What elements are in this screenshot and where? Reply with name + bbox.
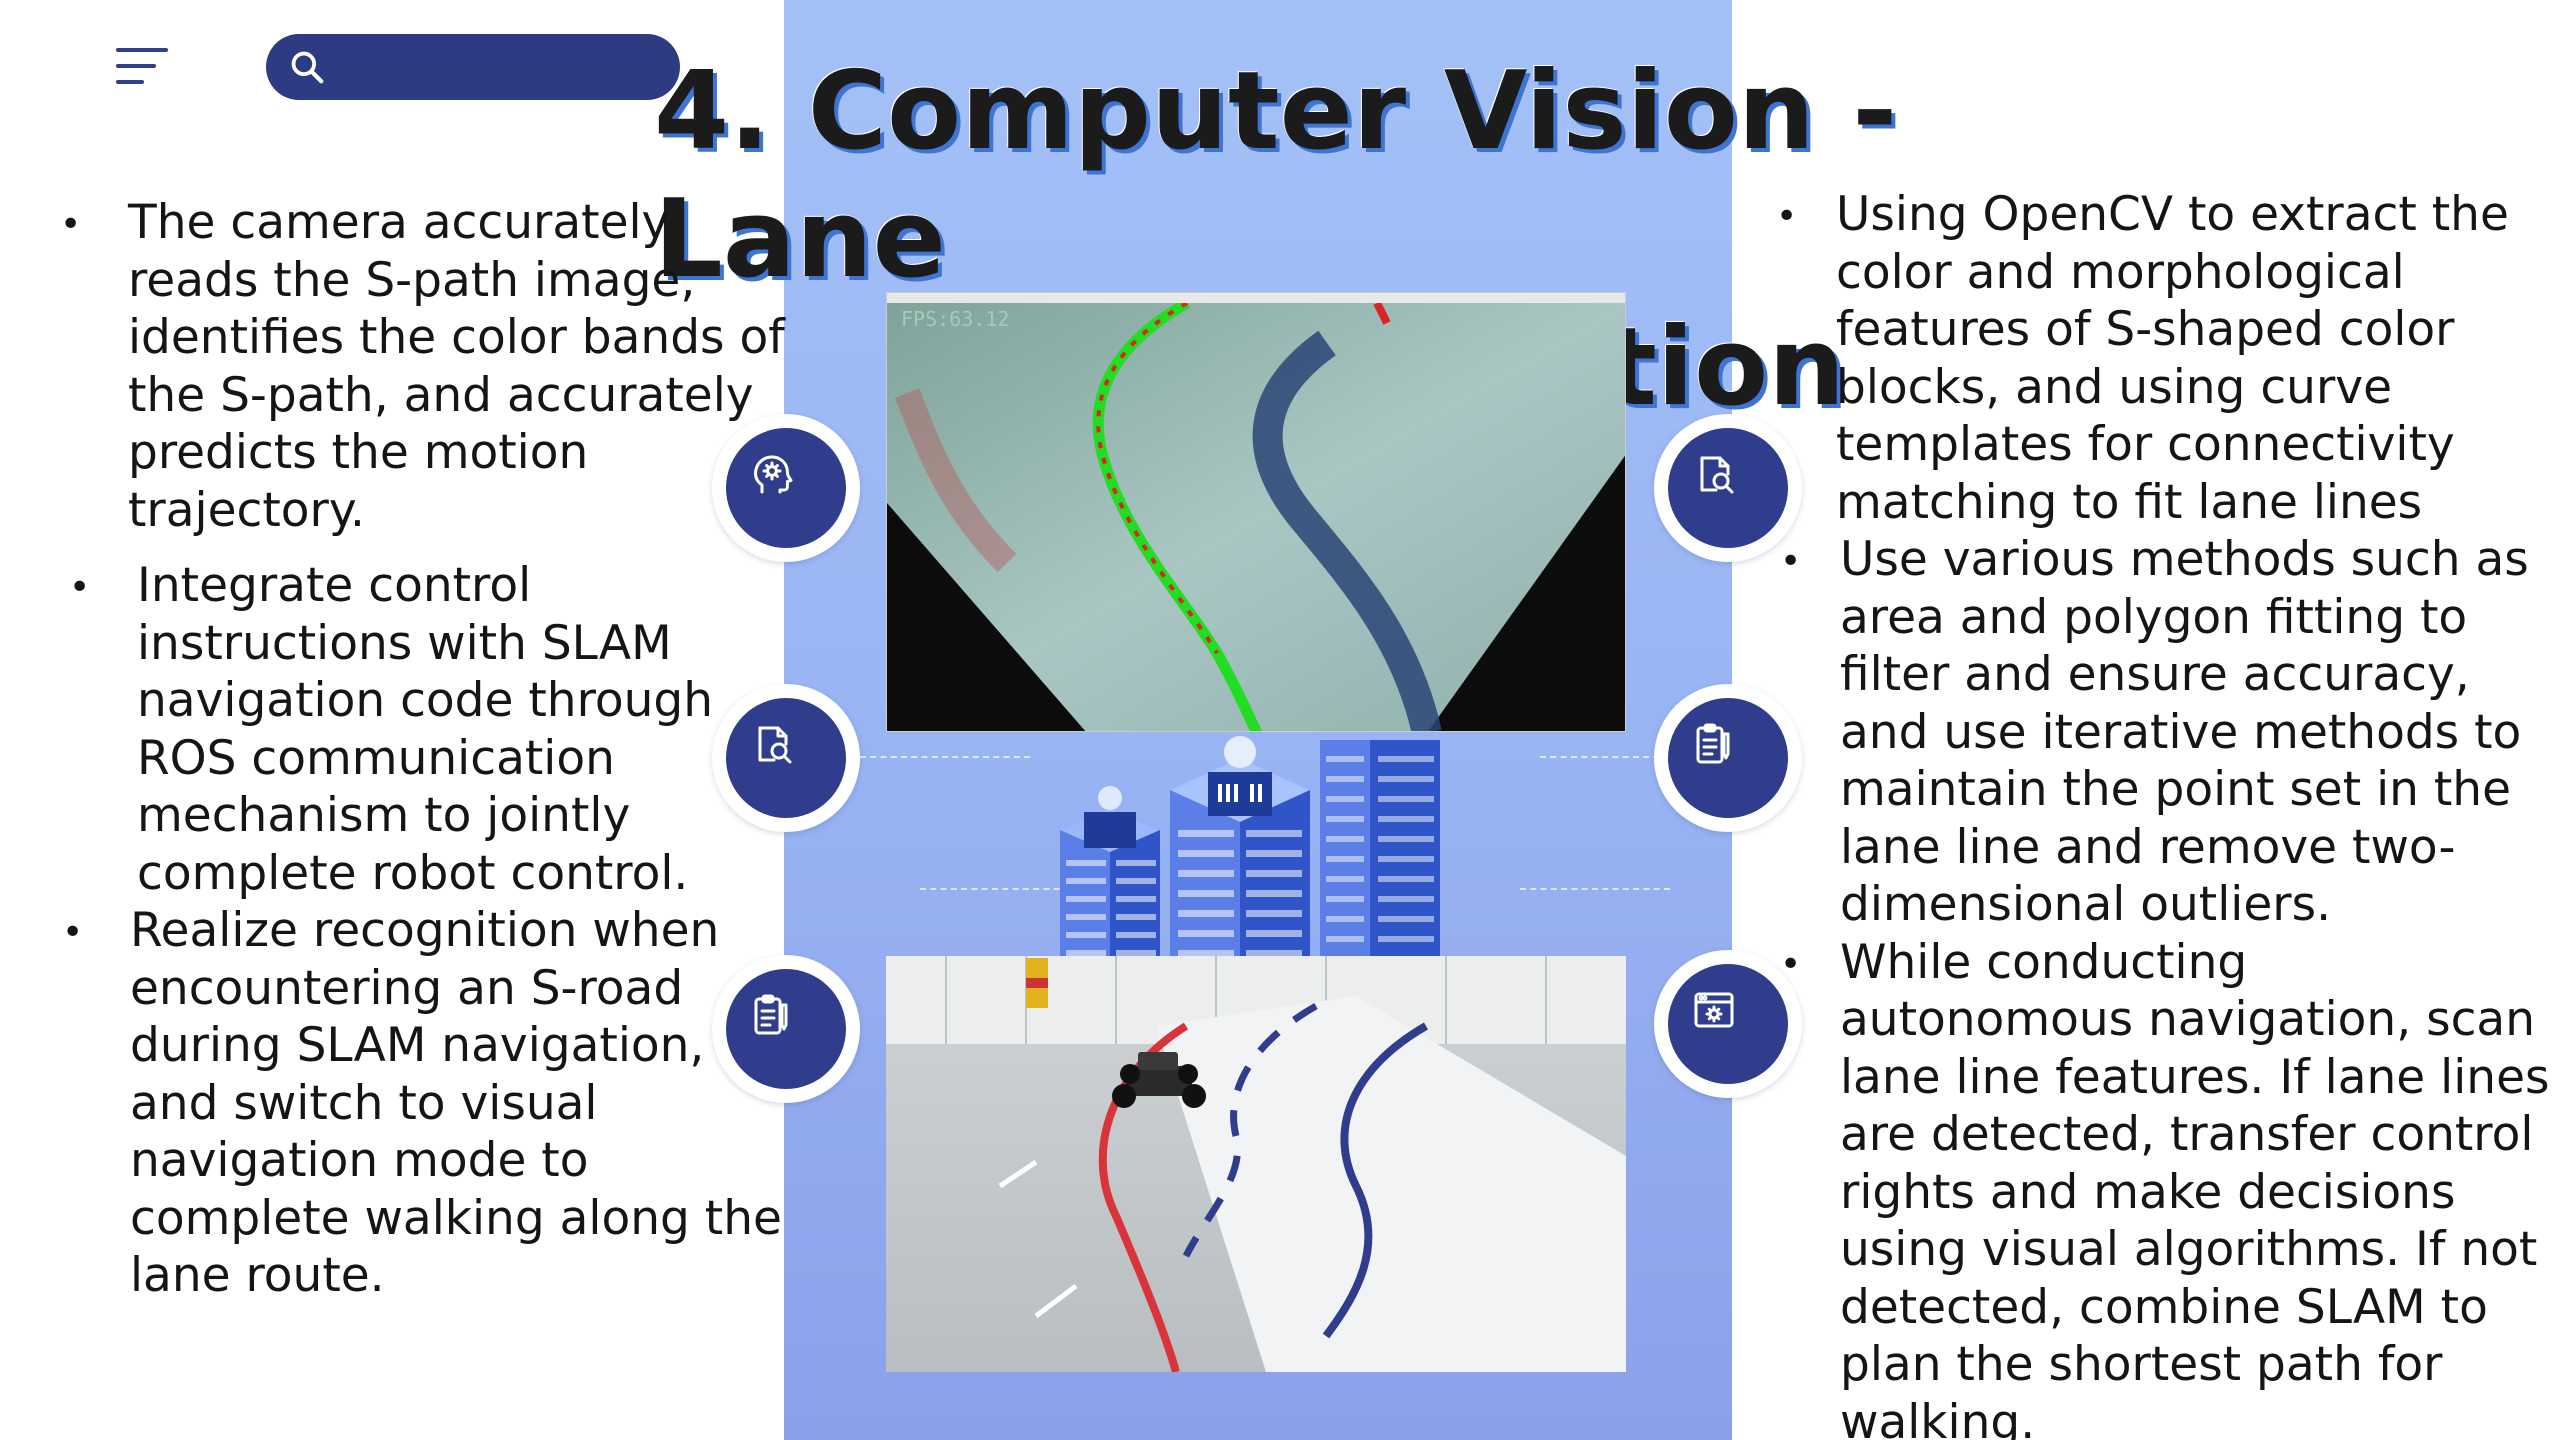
robot-car [1112, 1052, 1206, 1108]
connector-line [1520, 888, 1670, 890]
title-line-1: 4. Computer Vision - Lane [654, 49, 1898, 302]
connector-line [860, 756, 1030, 758]
clipboard-list-icon-badge [712, 955, 860, 1103]
left-bullet-3: Realize recognition when encountering an… [62, 902, 795, 1305]
right-bullet-3: While conducting autonomous navigation, … [1780, 934, 2552, 1440]
clipboard-list-icon [1696, 723, 1730, 764]
magnify-document-icon [1700, 456, 1734, 494]
right-bullet-1: Using OpenCV to extract the color and mo… [1776, 186, 2536, 531]
clipboard-list-icon-badge [1654, 684, 1802, 832]
left-bullet-1: The camera accurately reads the S-path i… [60, 194, 788, 539]
left-bullet-2: Integrate control instructions with SLAM… [69, 557, 737, 902]
connector-line [1540, 756, 1670, 758]
lane-detection-screenshot: FPS:63.12 [886, 292, 1626, 732]
search-input[interactable] [340, 44, 660, 90]
fps-readout: FPS:63.12 [901, 307, 1010, 331]
search-bar[interactable] [266, 34, 680, 100]
building-right [1320, 740, 1440, 970]
magnify-document-icon-badge [1654, 414, 1802, 562]
right-bullet-2: Use various methods such as area and pol… [1780, 531, 2530, 934]
city-building-illustration [1060, 736, 1440, 970]
magnify-document-icon [758, 726, 792, 764]
magnify-document-icon-badge [712, 684, 860, 832]
robot-car-photo [886, 956, 1626, 1372]
right-bullet-list: Using OpenCV to extract the color and mo… [1776, 186, 2549, 1440]
brain-head-icon [753, 455, 793, 494]
robot-track-scene [886, 956, 1626, 1372]
left-bullet-list: The camera accurately reads the S-path i… [60, 194, 788, 1305]
settings-window-icon [1694, 992, 1734, 1028]
lane-detection-view [887, 303, 1625, 731]
building-center [1170, 736, 1310, 970]
search-icon[interactable] [288, 48, 326, 86]
menu-icon[interactable] [116, 48, 170, 86]
brain-head-icon-badge [712, 414, 860, 562]
connector-line [920, 888, 1070, 890]
window-titlebar [887, 293, 1625, 303]
clipboard-list-icon [754, 994, 788, 1035]
settings-window-icon-badge [1654, 950, 1802, 1098]
building-left [1060, 786, 1160, 970]
